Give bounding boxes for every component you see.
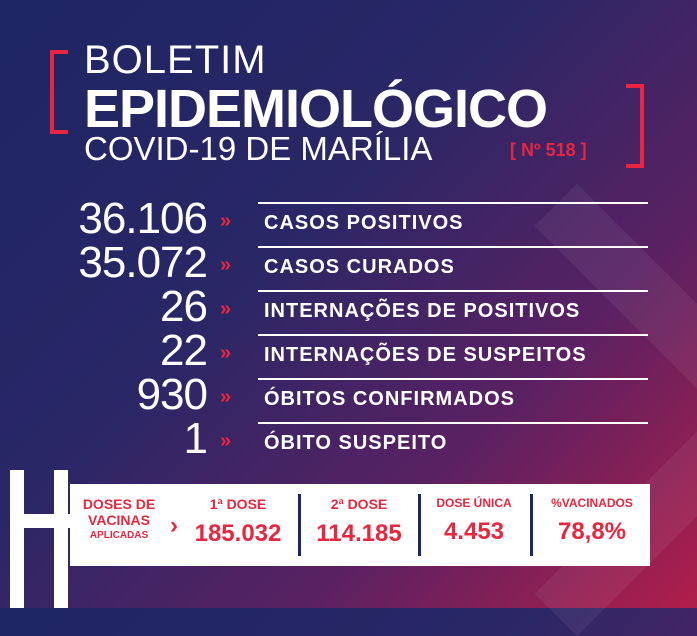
divider: [258, 334, 648, 336]
stat-row: 35.072 » CASOS CURADOS: [0, 238, 697, 287]
cell-header: 1ª DOSE: [209, 496, 267, 512]
cell-value: 114.185: [316, 520, 402, 547]
cell-value: 78,8%: [557, 518, 627, 545]
stat-value: 930: [136, 370, 208, 419]
divider: [258, 422, 648, 424]
stat-row: 22 » INTERNAÇÕES DE SUSPEITOS: [0, 326, 697, 375]
stat-row: 36.106 » CASOS POSITIVOS: [0, 194, 697, 243]
stat-value: 36.106: [78, 194, 208, 243]
double-arrow-icon: »: [220, 386, 232, 408]
syringe-icon-cross: [10, 514, 72, 528]
stat-value: 1: [183, 414, 209, 463]
doses-title-line3: APLICADAS: [89, 530, 149, 541]
bulletin-number: [ Nº 518 ]: [510, 140, 587, 160]
stat-row: 1 » ÓBITO SUSPEITO: [0, 414, 697, 463]
left-bracket: [50, 50, 68, 134]
divider: [258, 202, 648, 204]
chevron-icon: ›: [170, 512, 178, 539]
vaccine-cell: DOSE ÚNICA 4.453: [424, 496, 524, 556]
vaccine-cell: 2ª DOSE 114.185: [304, 496, 414, 556]
doses-title: DOSES DE VACINAS APLICADAS: [74, 496, 164, 544]
double-arrow-icon: »: [220, 254, 232, 276]
stat-label: CASOS POSITIVOS: [264, 212, 464, 234]
separator: [530, 494, 533, 556]
double-arrow-icon: »: [220, 298, 232, 320]
syringe-icon: [10, 470, 24, 608]
doses-title-line2: VACINAS: [88, 512, 150, 528]
stat-row: 930 » ÓBITOS CONFIRMADOS: [0, 370, 697, 419]
title-line2: EPIDEMIOLÓGICO: [84, 79, 548, 139]
stat-label: INTERNAÇÕES DE SUSPEITOS: [264, 344, 587, 366]
cell-value: 185.032: [194, 520, 282, 547]
stat-value: 35.072: [78, 238, 208, 287]
separator: [418, 494, 421, 556]
stat-row: 26 » INTERNAÇÕES DE POSITIVOS: [0, 282, 697, 331]
stat-label: ÓBITO SUSPEITO: [264, 432, 448, 454]
doses-title-line1: DOSES DE: [82, 496, 156, 512]
double-arrow-icon: »: [220, 430, 232, 452]
vaccine-panel: DOSES DE VACINAS APLICADAS › 1ª DOSE 185…: [10, 470, 650, 608]
stat-label: CASOS CURADOS: [264, 256, 455, 278]
divider: [258, 290, 648, 292]
stat-value: 22: [160, 326, 208, 375]
stat-value: 26: [160, 282, 208, 331]
vaccine-bar: DOSES DE VACINAS APLICADAS › 1ª DOSE 185…: [70, 484, 650, 566]
cell-value: 4.453: [443, 518, 505, 545]
title-line1: BOLETIM: [84, 38, 267, 82]
cell-header: 2ª DOSE: [330, 496, 388, 512]
separator: [298, 494, 301, 556]
stat-label: INTERNAÇÕES DE POSITIVOS: [264, 300, 581, 322]
divider: [258, 246, 648, 248]
vaccine-cell: %VACINADOS 78,8%: [536, 496, 648, 556]
double-arrow-icon: »: [220, 342, 232, 364]
cell-header: DOSE ÚNICA: [436, 496, 512, 510]
divider: [258, 378, 648, 380]
vaccine-cell: 1ª DOSE 185.032: [182, 496, 294, 556]
syringe-icon-bar: [54, 470, 68, 608]
right-bracket: [626, 84, 644, 168]
cell-header: %VACINADOS: [551, 496, 633, 510]
title-line3: COVID-19 DE MARÍLIA: [84, 130, 433, 167]
double-arrow-icon: »: [220, 210, 232, 232]
stat-label: ÓBITOS CONFIRMADOS: [264, 388, 515, 410]
